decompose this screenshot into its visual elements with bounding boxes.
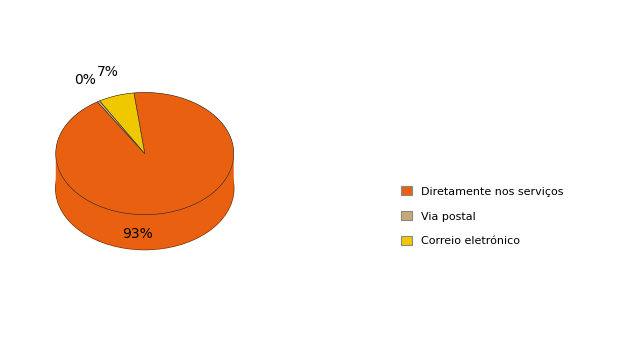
Polygon shape [56,154,233,250]
Text: 93%: 93% [122,227,153,241]
Ellipse shape [56,92,233,215]
Polygon shape [56,92,233,215]
Legend: Diretamente nos serviços, Via postal, Correio eletrónico: Diretamente nos serviços, Via postal, Co… [397,182,568,251]
Polygon shape [100,93,144,154]
Ellipse shape [56,127,233,250]
Text: 7%: 7% [97,65,119,79]
Text: 0%: 0% [74,73,96,87]
Polygon shape [97,101,144,154]
